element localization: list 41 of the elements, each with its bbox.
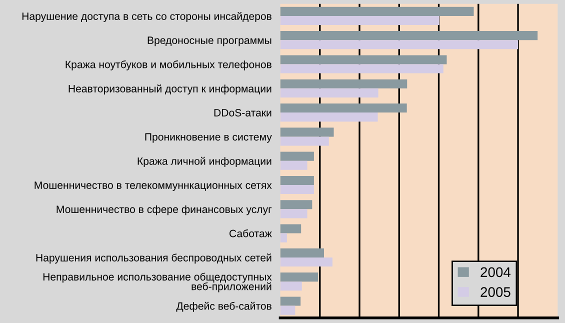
bar: [280, 233, 287, 242]
y-tick-label: Неавторизованный доступ к информации: [68, 84, 272, 95]
y-tick-label: DDoS-атаки: [214, 109, 272, 116]
bar: [280, 282, 302, 291]
y-tick-label: Неправильное использование общедоступных веб-приложений: [43, 272, 272, 292]
bar: [280, 31, 538, 40]
bar: [280, 176, 314, 186]
bar: [280, 248, 324, 258]
bar: [280, 112, 378, 122]
bar: [280, 185, 314, 194]
y-tick-label: Мошенничество в телекоммуннкационных сетях: [34, 182, 272, 192]
bar: [280, 79, 408, 88]
bar: [280, 272, 318, 282]
bar: [280, 128, 334, 137]
y-tick-label: Вредоносные программы: [148, 36, 272, 46]
legend-label: 2005: [480, 287, 510, 297]
bar: [280, 40, 518, 50]
bar: [280, 88, 378, 98]
bar: [280, 257, 332, 267]
y-tick-label: Нарушение доступа в сеть со стороны инсайдеров: [22, 12, 272, 22]
bar: [280, 296, 301, 306]
bar: [280, 224, 302, 234]
bar: [280, 64, 444, 74]
bar: [280, 200, 312, 210]
legend-label: 2004: [480, 267, 511, 278]
y-tick-label: Дефейс веб-сайтов: [176, 302, 272, 312]
bar: [280, 16, 440, 26]
y-tick-label: Мошенничество в сфере финансовых услуг: [56, 205, 272, 216]
bar: [280, 136, 329, 146]
y-tick-label: Кража личной информации: [138, 156, 272, 167]
y-tick-label: Саботаж: [230, 229, 272, 238]
bar: [280, 55, 447, 64]
y-tick-label: Нарушения использования беспроводных сетей: [36, 254, 272, 264]
bar: [280, 160, 308, 170]
y-tick-label: Проникновение в систему: [145, 133, 272, 143]
y-tick-label: Кража ноутбуков и мобильных телефонов: [66, 60, 272, 70]
bar: [280, 103, 407, 113]
bar: [280, 306, 296, 315]
bar: [280, 6, 474, 16]
bar: [280, 209, 308, 218]
bar: [280, 152, 314, 161]
